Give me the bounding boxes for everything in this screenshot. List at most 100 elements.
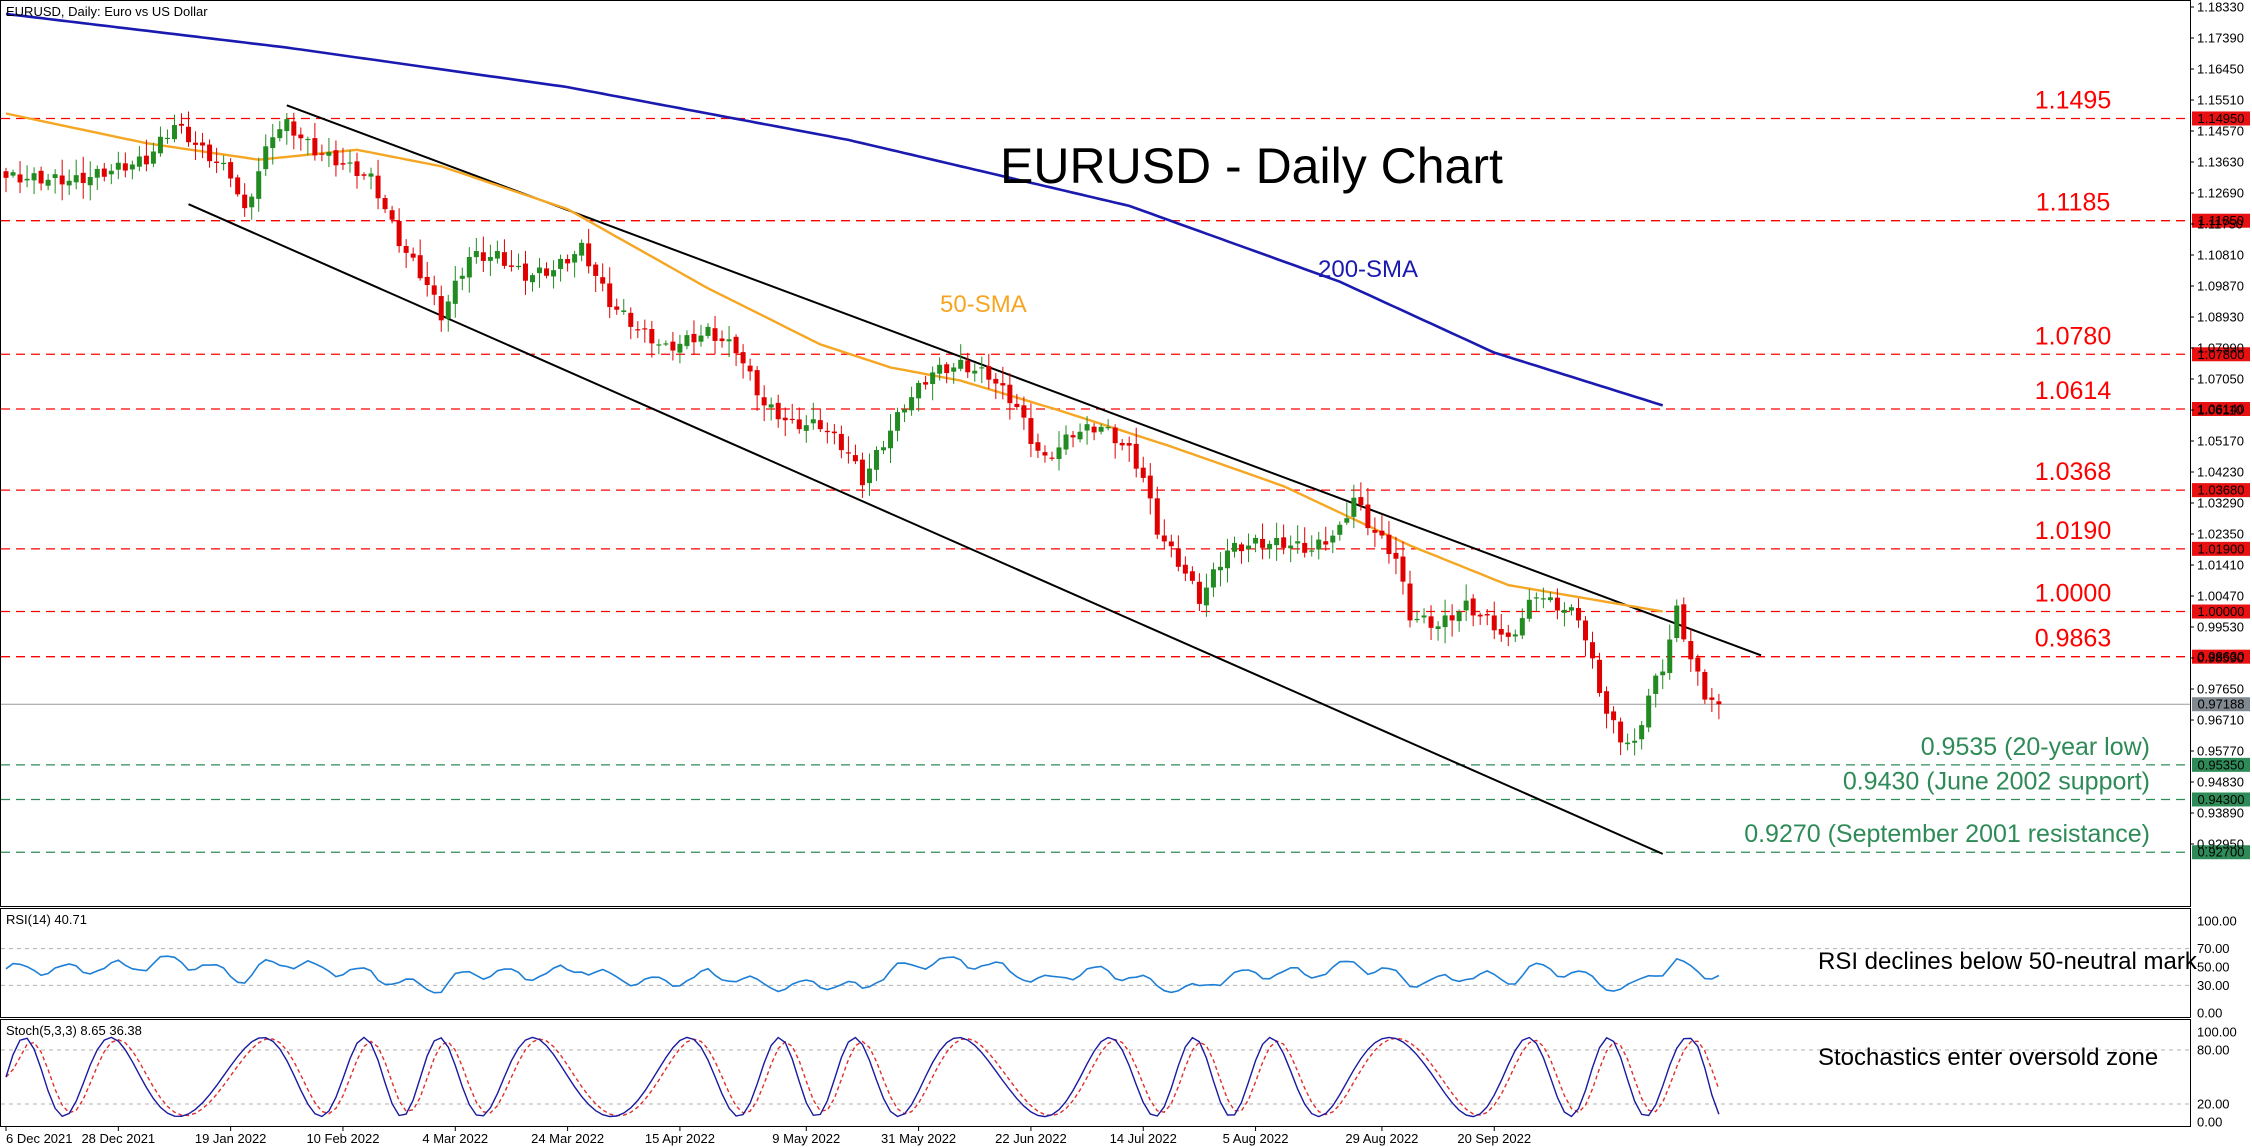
price-tick-label-21: 0.98590 (2197, 651, 2244, 666)
candle-body-203 (1428, 616, 1434, 628)
candle-body-138 (972, 370, 978, 374)
candle-body-195 (1372, 530, 1378, 533)
level-label-0: 1.1495 (2035, 86, 2111, 114)
candle-body-217 (1526, 599, 1532, 619)
candle-body-30 (214, 161, 220, 163)
candle-body-132 (930, 372, 936, 385)
candle-body-46 (326, 152, 332, 156)
candle-body-115 (810, 419, 816, 424)
level-tag-8: 0.95350 (2198, 757, 2245, 772)
candle-body-10 (73, 175, 79, 183)
candle-body-167 (1175, 548, 1181, 567)
candle-body-218 (1533, 597, 1539, 599)
candle-body-243 (1709, 697, 1715, 700)
level-label-5: 1.0190 (2035, 517, 2111, 545)
date-label-3: 10 Feb 2022 (306, 1131, 379, 1146)
sma200-line (5, 12, 1664, 407)
price-tick-label-18: 1.01410 (2197, 558, 2244, 573)
stoch-panel-frame (0, 1019, 2191, 1127)
candle-body-232 (1632, 740, 1638, 743)
candle-body-204 (1435, 626, 1441, 629)
price-tick-label-5: 1.13630 (2197, 155, 2244, 170)
stoch-signal-line (5, 1037, 1720, 1117)
candle-body-179 (1260, 539, 1266, 548)
level-label-7: 0.9863 (2035, 625, 2111, 653)
level-label-8: 0.9535 (20-year low) (1921, 733, 2150, 761)
candle-body-171 (1203, 587, 1209, 606)
candle-body-156 (1098, 426, 1104, 432)
candle-body-111 (782, 417, 788, 421)
current-price-tag: 0.97188 (2198, 697, 2245, 712)
level-tag-5: 1.01900 (2198, 541, 2245, 556)
candle-body-0 (3, 171, 9, 178)
candle-body-96 (677, 343, 683, 353)
date-label-12: 29 Aug 2022 (1345, 1131, 1418, 1146)
candle-body-100 (705, 326, 711, 336)
candle-body-131 (923, 382, 929, 385)
candle-body-202 (1421, 615, 1427, 618)
candle-body-29 (207, 144, 213, 162)
candle-body-69 (487, 256, 493, 261)
candle-body-234 (1646, 695, 1652, 728)
candle-body-191 (1344, 518, 1350, 523)
candle-body-94 (663, 343, 669, 345)
axis-layer: 1.18330 1.17390 1.16450 1.15510 1.14570 1.136… (5, 0, 2244, 1146)
candle-body-26 (186, 126, 192, 143)
oscillator-layer (1, 948, 2190, 1118)
candle-body-205 (1442, 615, 1448, 628)
candle-body-151 (1063, 434, 1069, 450)
level-tag-box-10 (2192, 845, 2250, 860)
candle-body-87 (614, 306, 620, 310)
candle-body-19 (136, 156, 142, 167)
price-tick-label-10: 1.08930 (2197, 310, 2244, 325)
level-tag-9: 0.94300 (2198, 792, 2245, 807)
candle-body-114 (803, 425, 809, 431)
level-tag-3: 1.06140 (2198, 402, 2245, 417)
price-tick-label-12: 1.07050 (2197, 372, 2244, 387)
candle-body-225 (1583, 620, 1588, 641)
candle-body-181 (1274, 537, 1280, 546)
level-tag-1: 1.11850 (2198, 213, 2244, 228)
candle-body-70 (494, 251, 500, 259)
candle-body-130 (916, 382, 922, 399)
candle-body-124 (873, 450, 879, 470)
rsi-line (5, 955, 1720, 994)
candle-body-196 (1379, 530, 1385, 536)
candle-body-104 (733, 336, 739, 354)
candle-body-25 (179, 123, 184, 126)
price-tick-label-1: 1.17390 (2197, 31, 2244, 46)
candle-body-210 (1477, 614, 1483, 617)
candle-body-48 (340, 163, 346, 165)
level-label-9: 0.9430 (June 2002 support) (1843, 767, 2150, 795)
level-label-4: 1.0368 (2035, 458, 2111, 486)
candle-body-165 (1161, 535, 1167, 542)
candle-body-67 (473, 251, 479, 258)
candle-body-15 (108, 170, 114, 175)
candle-body-42 (298, 134, 304, 139)
level-tag-box-4 (2192, 483, 2250, 498)
candle-body-11 (80, 172, 86, 184)
candle-body-140 (986, 366, 992, 380)
candle-body-88 (621, 310, 627, 312)
candle-body-227 (1597, 659, 1603, 693)
candle-body-133 (937, 364, 943, 374)
candle-body-3 (24, 178, 30, 181)
candle-body-224 (1575, 607, 1581, 621)
level-label-3: 1.0614 (2035, 377, 2112, 405)
candle-body-235 (1653, 675, 1659, 694)
candle-body-1 (10, 172, 16, 176)
candle-body-147 (1035, 442, 1041, 451)
candle-body-34 (242, 194, 248, 209)
candle-body-187 (1316, 539, 1322, 550)
candle-body-2 (17, 174, 23, 183)
candle-body-12 (87, 176, 93, 186)
date-label-11: 5 Aug 2022 (1223, 1131, 1289, 1146)
candle-body-8 (59, 175, 65, 185)
sma200-label: 200-SMA (1318, 256, 1418, 283)
candle-body-95 (670, 341, 676, 351)
candle-body-174 (1224, 550, 1230, 569)
level-tag-box-0 (2192, 111, 2250, 126)
candle-body-194 (1365, 504, 1371, 529)
candle-body-122 (859, 459, 865, 486)
